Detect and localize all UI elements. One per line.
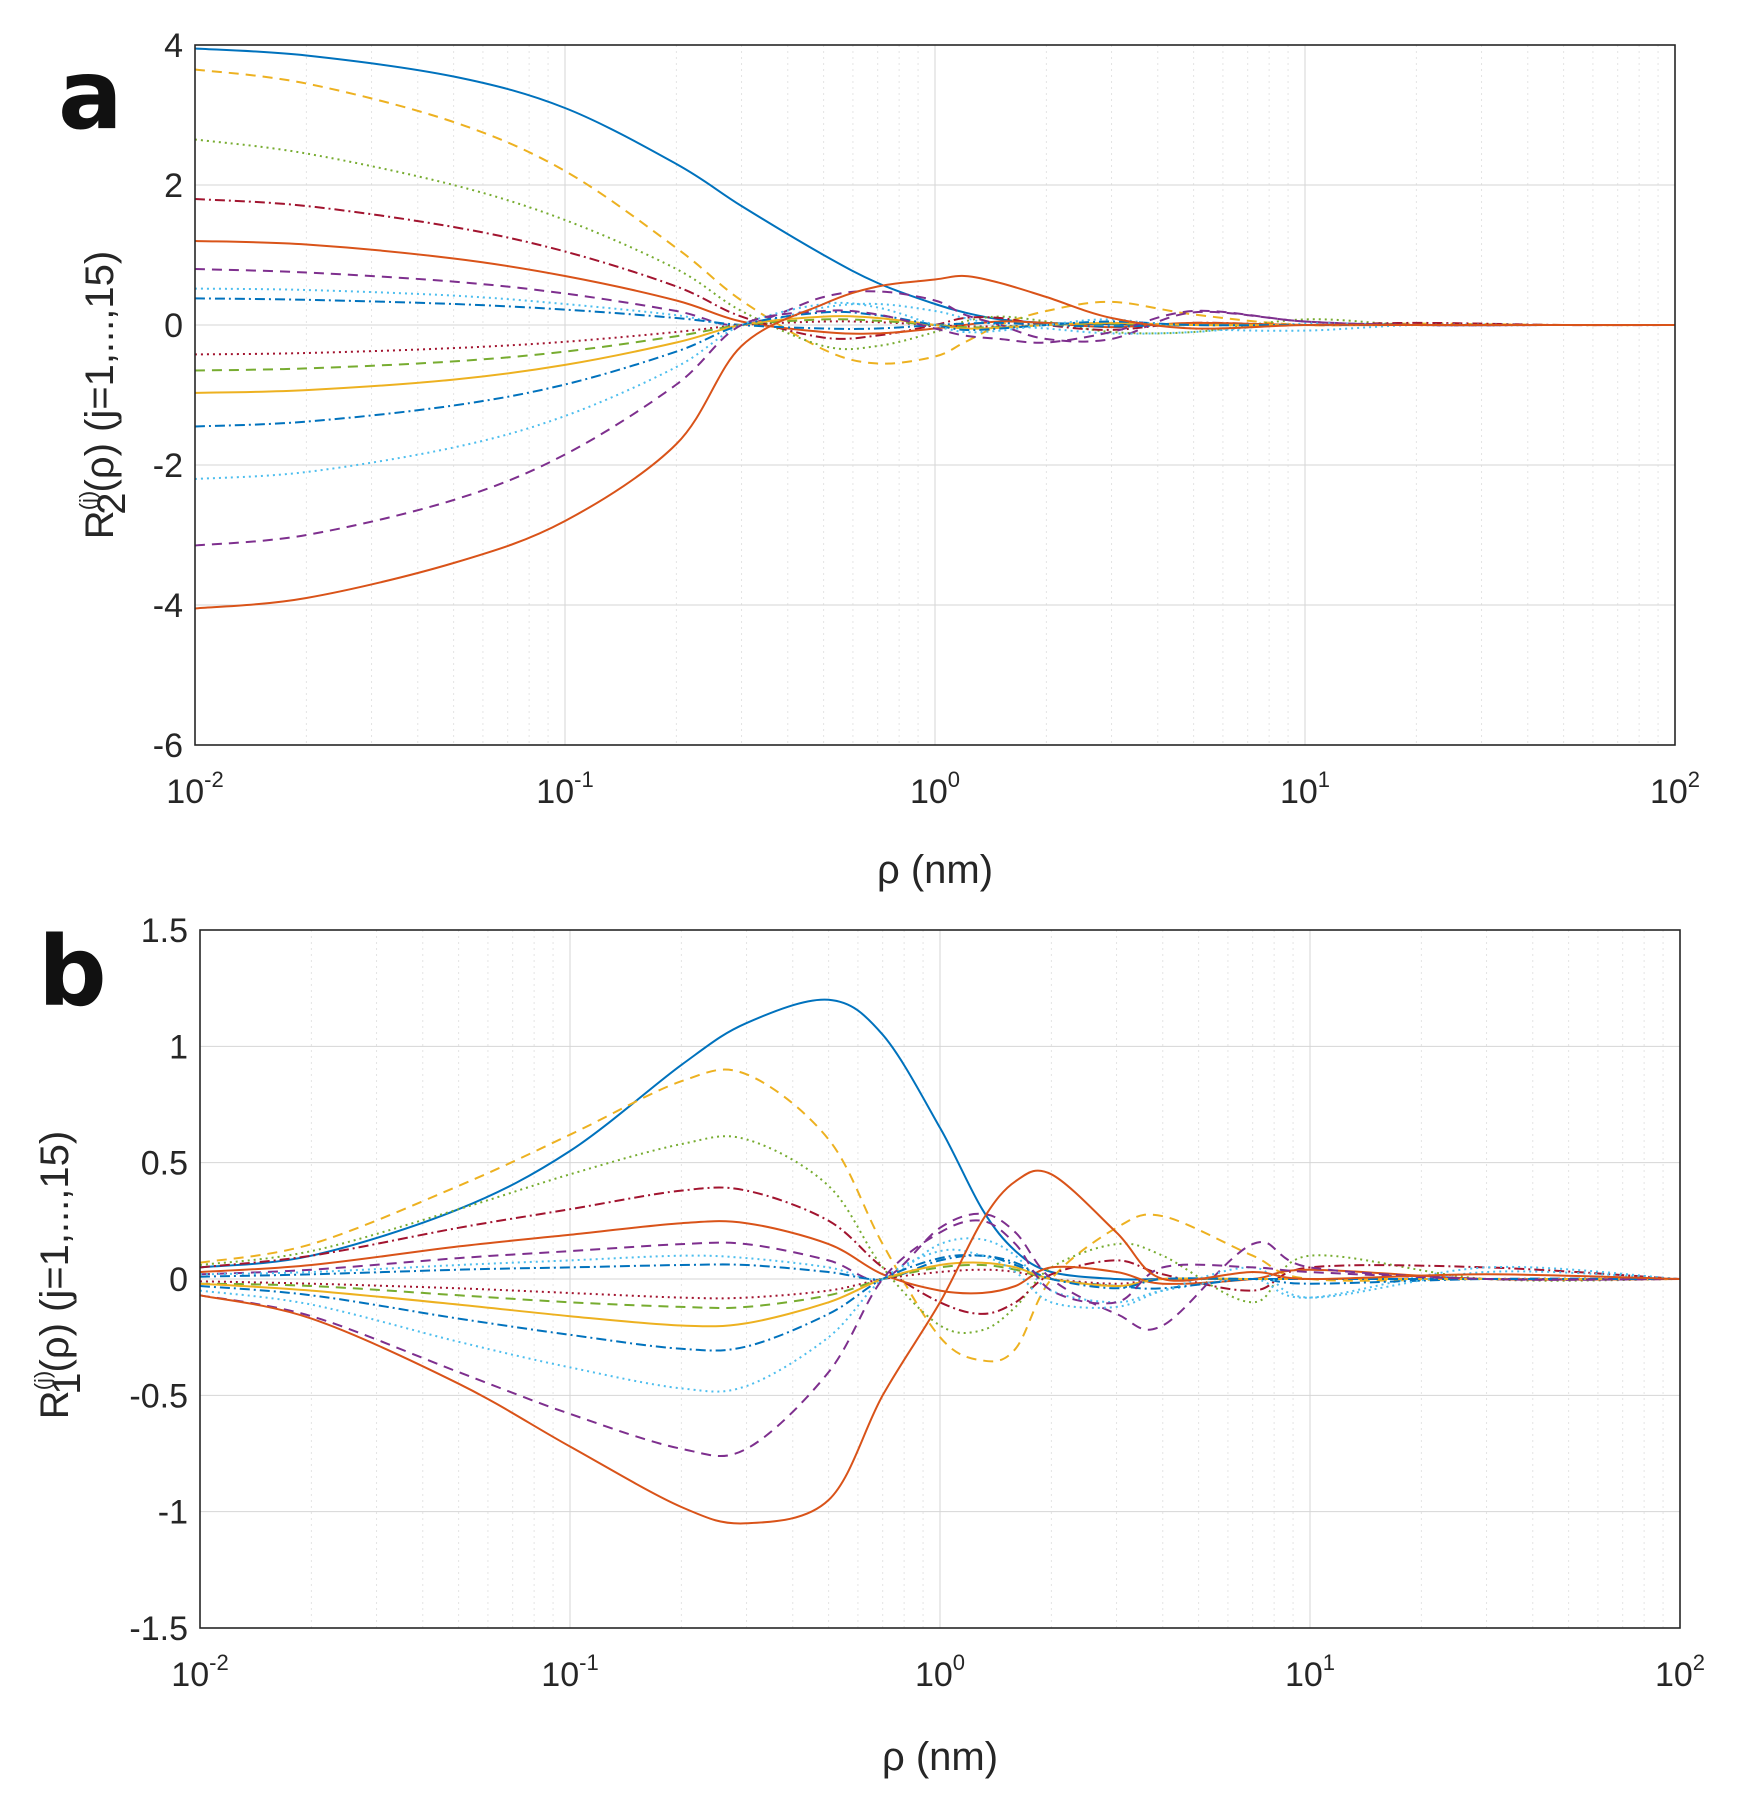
x-tick-label-a: 101 — [1280, 767, 1330, 811]
y-tick-label-a: -4 — [153, 587, 183, 625]
x-tick-labels-a: 10-2 10-1 100 101 102 — [166, 767, 1700, 811]
series-line-b-j3 — [199, 1135, 1681, 1334]
panel-a: a -6 -4 -2 0 2 4 10-2 10-1 100 101 102 ρ (nm) R(j… — [58, 27, 1700, 892]
y-tick-label-b: -1 — [158, 1494, 188, 1532]
series-line-b-j5 — [199, 1220, 1681, 1295]
series-line-b-j8 — [199, 1254, 1681, 1290]
y-axis-label-sup-b: (j) — [30, 1371, 55, 1391]
series-line-a-j15 — [194, 274, 1675, 610]
y-axis-label-base-a: R — [78, 510, 122, 539]
series-layer-b — [199, 998, 1681, 1525]
panel-b: b -1.5 -1 -0.5 0 0.5 1 1.5 10-2 10-1 100 101 102 ρ… — [30, 912, 1705, 1779]
x-tick-label-a: 10-1 — [536, 767, 593, 811]
axes-frame-b — [199, 929, 1681, 1629]
y-axis-label-rest-a: (ρ) (j=1,...,15) — [78, 251, 122, 493]
y-tick-label-a: 0 — [164, 307, 183, 345]
x-tick-label-b: 102 — [1655, 1650, 1705, 1694]
y-tick-label-a: -6 — [153, 727, 183, 765]
x-tick-label-a: 102 — [1650, 767, 1700, 811]
x-axis-label-a: ρ (nm) — [877, 848, 993, 892]
y-tick-label-b: 0.5 — [141, 1145, 188, 1183]
series-line-b-j2 — [199, 1068, 1680, 1363]
y-tick-labels-b: -1.5 -1 -0.5 0 0.5 1 1.5 — [129, 912, 188, 1648]
y-axis-label-sub-a: 2 — [90, 493, 134, 515]
series-line-a-j9 — [194, 320, 1675, 356]
series-line-b-j7 — [199, 1237, 1681, 1304]
series-line-b-j15 — [199, 1169, 1681, 1525]
y-tick-label-b: -1.5 — [129, 1610, 188, 1648]
series-line-a-j4 — [194, 198, 1676, 340]
y-axis-label-sub-b: 1 — [45, 1373, 89, 1395]
x-tick-label-a: 10-2 — [166, 767, 223, 811]
x-tick-label-b: 101 — [1285, 1650, 1335, 1694]
series-line-b-j12 — [199, 1254, 1680, 1352]
y-tick-labels-a: -6 -4 -2 0 2 4 — [153, 27, 183, 765]
y-axis-label-base-b: R — [33, 1390, 77, 1419]
y-tick-label-b: 0 — [169, 1261, 188, 1299]
y-tick-label-a: -2 — [153, 447, 183, 485]
x-tick-label-b: 10-2 — [171, 1650, 228, 1694]
series-line-a-j10 — [194, 318, 1675, 372]
y-axis-label-b: R(j)1(ρ) (j=1,...,15) — [30, 1131, 89, 1419]
y-axis-label-a: R(j)2(ρ) (j=1,...,15) — [75, 251, 134, 539]
grid-a — [194, 44, 1676, 746]
y-tick-label-b: 1 — [169, 1028, 188, 1066]
axes-frame-a — [194, 44, 1676, 746]
x-tick-label-b: 100 — [915, 1650, 965, 1694]
x-axis-label-b: ρ (nm) — [882, 1735, 998, 1779]
panel-label-b: b — [38, 916, 107, 1028]
panel-label-a: a — [58, 39, 123, 151]
y-axis-label-sup-a: (j) — [75, 491, 100, 511]
y-tick-label-a: 4 — [164, 27, 183, 65]
y-tick-label-b: 1.5 — [141, 912, 188, 950]
x-tick-label-a: 100 — [910, 767, 960, 811]
x-tick-label-b: 10-1 — [541, 1650, 598, 1694]
y-tick-label-b: -0.5 — [129, 1377, 188, 1415]
x-tick-labels-b: 10-2 10-1 100 101 102 — [171, 1650, 1705, 1694]
y-axis-label-rest-b: (ρ) (j=1,...,15) — [33, 1131, 77, 1373]
y-tick-label-a: 2 — [164, 167, 183, 205]
series-line-a-j3 — [194, 138, 1675, 351]
series-layer-a — [194, 47, 1676, 610]
